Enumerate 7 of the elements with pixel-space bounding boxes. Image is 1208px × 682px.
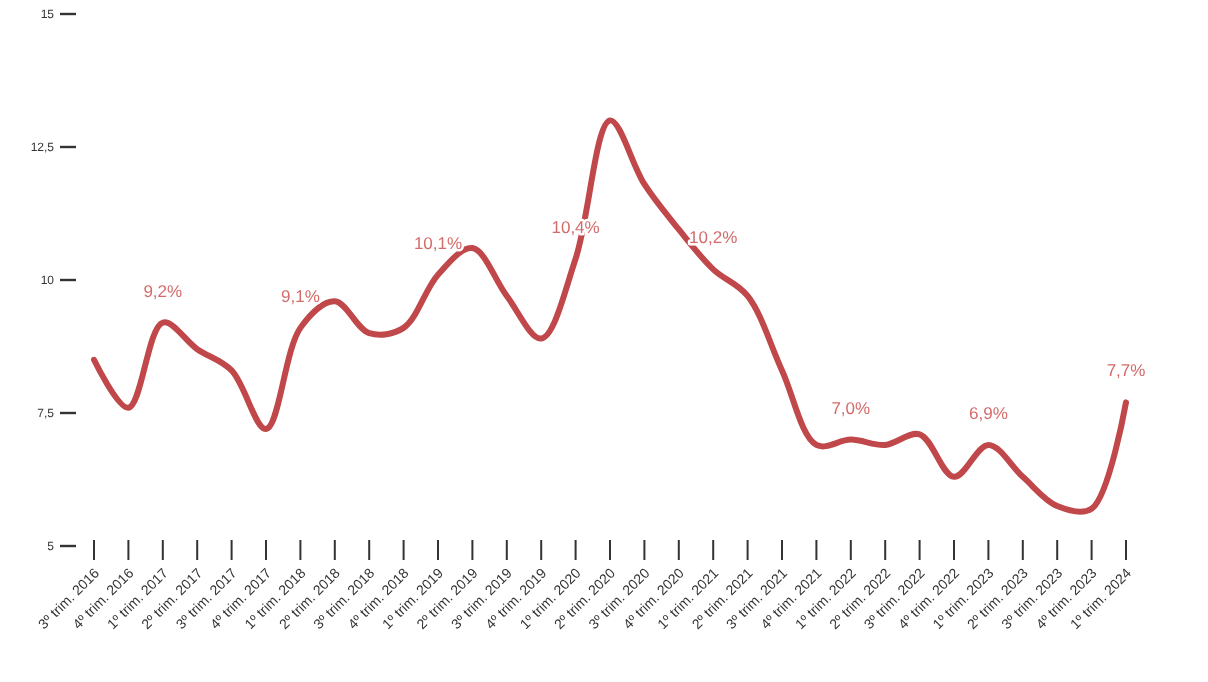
data-label: 7,0%: [831, 397, 872, 418]
data-label: 9,1%: [281, 285, 321, 306]
data-label: 7,7%: [1106, 360, 1147, 381]
data-label: 6,9%: [969, 402, 1009, 423]
data-label: 10,1%: [413, 232, 463, 253]
data-label: 10,2%: [689, 227, 739, 248]
data-label: 9,2%: [143, 280, 184, 301]
